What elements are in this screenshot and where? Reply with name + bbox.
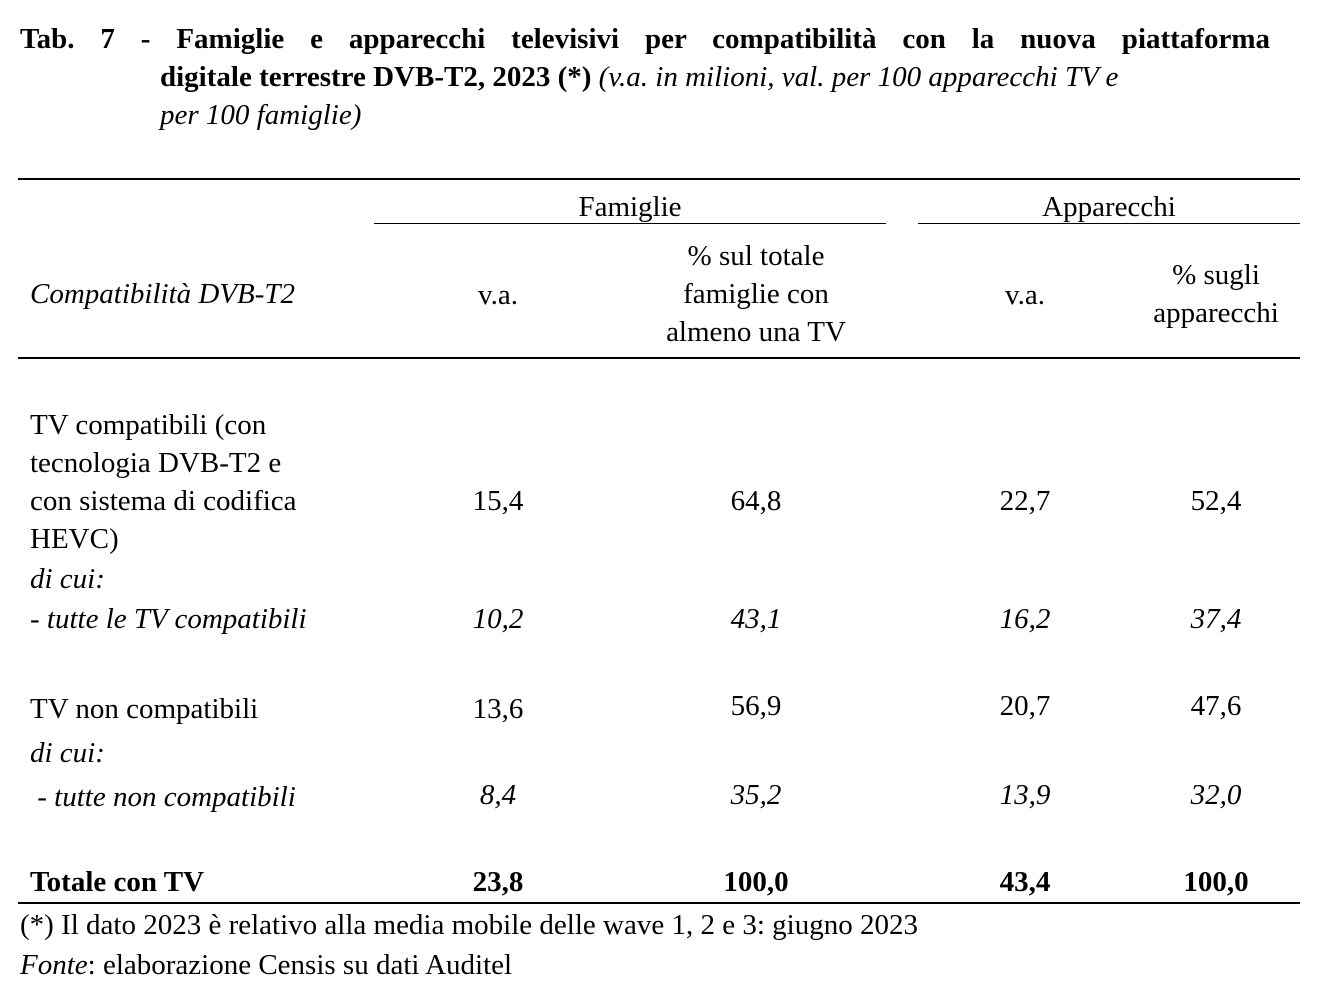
cell: 20,7 [999, 690, 1051, 722]
col-header-app-pct: % sugli apparecchi [1153, 256, 1279, 332]
header-rule [18, 357, 1300, 359]
title-units: (v.a. in milioni, val. per 100 apparecch… [591, 61, 1119, 93]
title-line-1: Tab. 7 - Famiglie e apparecchi televisiv… [20, 23, 1270, 55]
cell: 15,4 [472, 485, 524, 517]
cell: 100,0 [723, 866, 789, 898]
cell: 100,0 [1183, 866, 1249, 898]
cell: 43,1 [730, 603, 782, 635]
cell: 8,4 [479, 779, 517, 811]
row-label-tv-compatibili: TV compatibili (con tecnologia DVB-T2 e … [30, 406, 297, 558]
cell: 47,6 [1190, 690, 1242, 722]
header-line: apparecchi [1153, 297, 1279, 329]
row-label-di-cui: di cui: [30, 737, 105, 769]
cell: 22,7 [999, 485, 1051, 517]
header-line: % sul totale [687, 240, 825, 272]
bottom-rule [18, 902, 1300, 904]
cell: 64,8 [730, 485, 782, 517]
label-line: con sistema di codifica [30, 485, 297, 517]
cell: 35,2 [730, 779, 782, 811]
cell: 52,4 [1190, 485, 1242, 517]
source-text: : elaborazione Censis su dati Auditel [87, 949, 513, 981]
cell: 43,4 [999, 866, 1051, 898]
label-line: tecnologia DVB-T2 e [30, 447, 282, 479]
cell: 13,9 [999, 779, 1051, 811]
label-line: TV compatibili (con [30, 409, 267, 441]
label-line: HEVC) [30, 523, 119, 555]
group-header-apparecchi: Apparecchi [1042, 191, 1176, 223]
apparecchi-rule [918, 223, 1300, 224]
title-bold: digitale terrestre DVB-T2, 2023 (*) [160, 61, 592, 93]
source-label: Fonte [20, 949, 88, 981]
cell: 23,8 [472, 866, 524, 898]
cell: 32,0 [1190, 779, 1242, 811]
cell: 56,9 [730, 690, 782, 722]
source-note: Fonte: elaborazione Censis su dati Audit… [20, 946, 512, 984]
famiglie-rule [374, 223, 886, 224]
col-header-fam-pct: % sul totale famiglie con almeno una TV [666, 237, 846, 351]
row-label-tutte-non-compatibili: - tutte non compatibili [30, 781, 296, 813]
row-label-tv-non-compatibili: TV non compatibili [30, 693, 259, 725]
row-label-tutte-compatibili: - tutte le TV compatibili [30, 603, 307, 635]
header-line: % sugli [1172, 259, 1260, 291]
header-line: almeno una TV [666, 316, 846, 348]
group-header-famiglie: Famiglie [578, 191, 682, 223]
title-line-2: digitale terrestre DVB-T2, 2023 (*) (v.a… [160, 58, 1118, 96]
header-line: famiglie con [683, 278, 829, 310]
title-line-3: per 100 famiglie) [160, 99, 362, 131]
col-header-compatibilita: Compatibilità DVB-T2 [30, 278, 296, 310]
cell: 16,2 [999, 603, 1051, 635]
cell: 13,6 [472, 693, 524, 725]
cell: 10,2 [472, 603, 524, 635]
col-header-fam-va: v.a. [478, 279, 518, 311]
cell: 37,4 [1190, 603, 1242, 635]
row-label-totale: Totale con TV [30, 866, 205, 898]
footnote: (*) Il dato 2023 è relativo alla media m… [20, 909, 918, 941]
row-label-di-cui: di cui: [30, 563, 105, 595]
top-rule [18, 178, 1300, 180]
col-header-app-va: v.a. [1005, 279, 1045, 311]
